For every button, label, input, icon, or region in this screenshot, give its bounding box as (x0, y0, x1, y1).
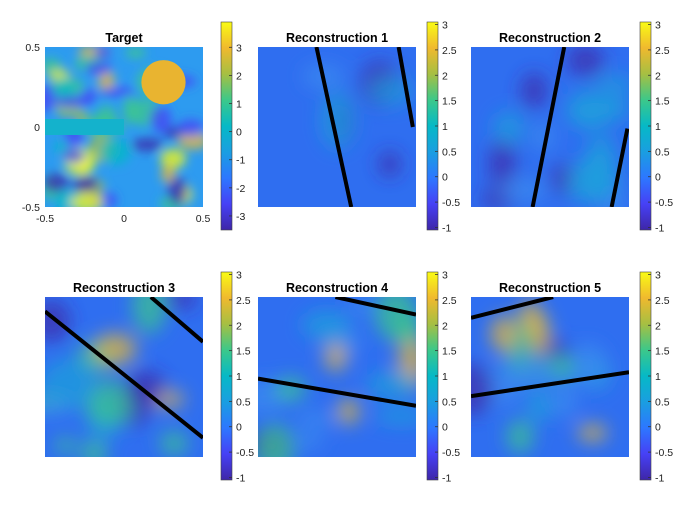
colorbar-tick-label: 3 (236, 270, 242, 282)
panel-title: Reconstruction 2 (499, 31, 601, 45)
colorbar-tick-label: 0.5 (236, 396, 251, 408)
colorbar-tick-label: 2 (655, 70, 661, 82)
colorbar: 3 2.5 2 1.5 1 0.5 0 -0.5 -1 (639, 20, 673, 234)
colorbar: 3 2.5 2 1.5 1 0.5 0 -0.5 -1 (220, 270, 254, 484)
panel-title: Reconstruction 3 (73, 281, 175, 295)
colorbar-tick-label: 0 (655, 422, 661, 434)
colorbar-tick-label: -0.5 (442, 197, 460, 209)
y-tick-label: -0.5 (22, 202, 40, 214)
heatmap-image (258, 47, 416, 207)
colorbar: 3 2.5 2 1.5 1 0.5 0 -0.5 -1 (426, 270, 460, 484)
panel-4: Reconstruction 3 3 2.5 2 1.5 1 0.5 0 -0.5 -1 (45, 270, 254, 484)
colorbar-tick-label: 1.5 (442, 346, 457, 358)
colorbar-tick-label: 0.5 (442, 396, 457, 408)
colorbar-tick-label: 0.5 (442, 146, 457, 158)
colorbar-tick-label: 0 (442, 422, 448, 434)
colorbar: 3 2 1 0 -1 -2 -3 (220, 21, 245, 231)
projection-line-2 (334, 297, 416, 317)
x-tick-label: 0 (121, 213, 127, 225)
colorbar-tick-label: -0.5 (442, 447, 460, 459)
projection-line-1 (471, 370, 629, 399)
colorbar-tick-label: 3 (236, 42, 242, 54)
heatmap-image (45, 297, 203, 457)
colorbar-tick-label: 2 (442, 320, 448, 332)
colorbar-tick-label: 1 (442, 121, 448, 133)
colorbar-tick-label: 3 (442, 20, 448, 32)
panel-5: Reconstruction 4 3 2.5 2 1.5 1 0.5 0 -0.5 -1 (258, 270, 460, 484)
projection-line-2 (149, 297, 203, 344)
heatmap-image (471, 47, 629, 207)
heatmap-image (258, 297, 416, 457)
panel-1: Target -0.5 0 0.5 0.5 0 -0.5 3 2 1 0 -1 -2 -3 (22, 21, 245, 231)
panel-6: Reconstruction 5 3 2.5 2 1.5 1 0.5 0 -0.5 -1 (471, 270, 673, 484)
panel-title: Target (105, 31, 143, 45)
colorbar-tick-label: 1 (442, 371, 448, 383)
colorbar-tick-label: 2.5 (442, 295, 457, 307)
colorbar-tick-label: -0.5 (655, 447, 673, 459)
colorbar-tick-label: -1 (236, 155, 245, 167)
colorbar-tick-label: 3 (655, 270, 661, 282)
heatmap-image (471, 297, 629, 457)
colorbar-tick-label: -0.5 (655, 197, 673, 209)
colorbar-tick-label: 1.5 (655, 96, 670, 108)
colorbar-tick-label: 2 (442, 70, 448, 82)
panel-title: Reconstruction 4 (286, 281, 388, 295)
colorbar-tick-label: -2 (236, 183, 245, 195)
colorbar-tick-label: 1 (236, 99, 242, 111)
heatmap-image (45, 47, 203, 207)
projection-line-1 (530, 47, 567, 207)
colorbar-tick-label: -1 (442, 472, 451, 484)
x-tick-label: 0.5 (196, 213, 211, 225)
colorbar-tick-label: 2.5 (655, 295, 670, 307)
colorbar-tick-label: 2.5 (236, 295, 251, 307)
disk-region (141, 60, 186, 105)
colorbar-tick-label: -1 (655, 222, 664, 234)
colorbar-tick-label: 0.5 (655, 146, 670, 158)
colorbar-tick-label: -0.5 (236, 447, 254, 459)
projection-line-1 (314, 47, 354, 207)
y-tick-label: 0.5 (25, 42, 40, 54)
colorbar-tick-label: 2 (236, 320, 242, 332)
colorbar-tick-label: 1.5 (236, 346, 251, 358)
flat-region (45, 119, 124, 135)
projection-line-1 (45, 309, 203, 440)
colorbar-tick-label: 0 (236, 422, 242, 434)
colorbar-tick-label: 3 (442, 270, 448, 282)
colorbar-tick-label: 3 (655, 20, 661, 32)
colorbar: 3 2.5 2 1.5 1 0.5 0 -0.5 -1 (639, 270, 673, 484)
panel-title: Reconstruction 1 (286, 31, 388, 45)
colorbar-tick-label: 1 (655, 121, 661, 133)
colorbar-tick-label: -3 (236, 211, 245, 223)
colorbar-tick-label: -1 (442, 222, 451, 234)
colorbar-tick-label: 1 (655, 371, 661, 383)
colorbar-tick-label: 1.5 (442, 96, 457, 108)
colorbar-tick-label: 0.5 (655, 396, 670, 408)
colorbar-tick-label: 2 (236, 70, 242, 82)
colorbar: 3 2.5 2 1.5 1 0.5 0 -0.5 -1 (426, 20, 460, 234)
colorbar-tick-label: 2 (655, 320, 661, 332)
y-tick-label: 0 (34, 122, 40, 134)
projection-line-1 (258, 376, 416, 408)
projection-line-2 (471, 297, 554, 320)
colorbar-tick-label: -1 (236, 472, 245, 484)
colorbar-tick-label: 2.5 (442, 45, 457, 57)
projection-line-2 (609, 128, 629, 207)
panel-2: Reconstruction 1 3 2.5 2 1.5 1 0.5 0 -0.5 -1 (258, 20, 460, 234)
colorbar-tick-label: 1 (236, 371, 242, 383)
colorbar-tick-label: 2.5 (655, 45, 670, 57)
colorbar-tick-label: 0 (655, 172, 661, 184)
x-tick-label: -0.5 (36, 213, 54, 225)
panel-3: Reconstruction 2 3 2.5 2 1.5 1 0.5 0 -0.5 -1 (471, 20, 673, 234)
colorbar-tick-label: 0 (236, 127, 242, 139)
colorbar-tick-label: -1 (655, 472, 664, 484)
colorbar-tick-label: 1.5 (655, 346, 670, 358)
panel-title: Reconstruction 5 (499, 281, 601, 295)
colorbar-tick-label: 0 (442, 172, 448, 184)
projection-line-2 (396, 47, 415, 128)
